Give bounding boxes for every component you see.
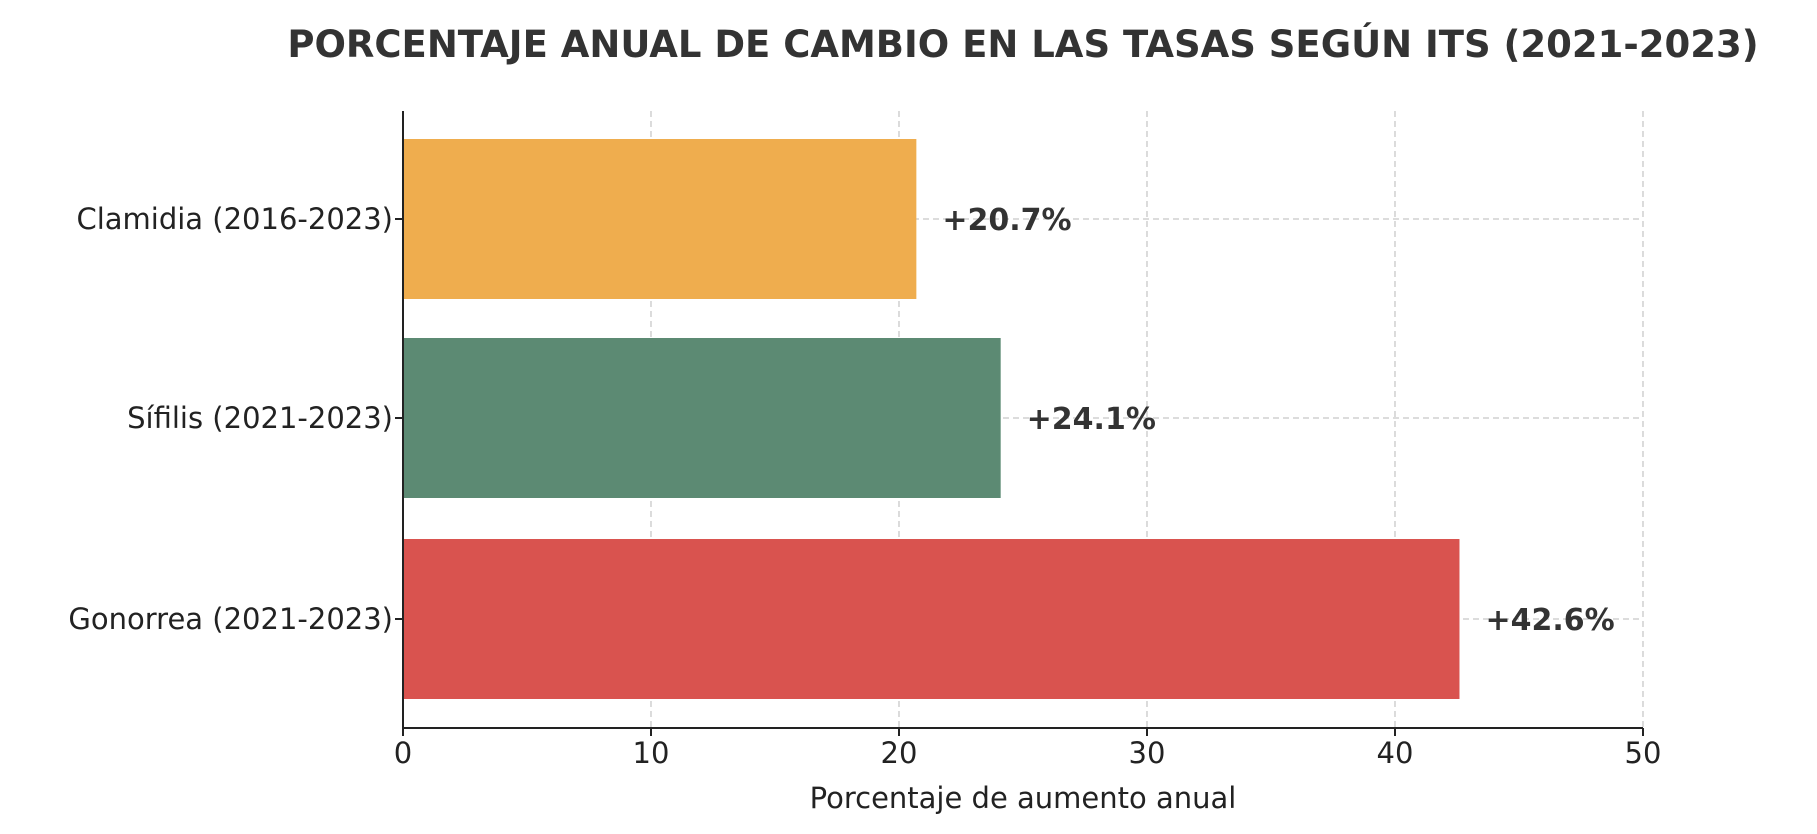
bar [403, 338, 1001, 498]
x-tick-label: 50 [1625, 736, 1662, 770]
x-tick-label: 0 [394, 736, 412, 770]
data-label: +24.1% [1027, 402, 1156, 437]
x-tick-label: 40 [1377, 736, 1414, 770]
bar [403, 539, 1460, 699]
x-axis-label: Porcentaje de aumento anual [810, 781, 1237, 815]
x-tick-label: 20 [881, 736, 918, 770]
data-label: +20.7% [942, 203, 1071, 238]
y-tick-label: Gonorrea (2021-2023) [68, 602, 393, 636]
bar [403, 139, 917, 299]
x-tick-label: 30 [1129, 736, 1166, 770]
y-tick-label: Sífilis (2021-2023) [127, 401, 393, 435]
x-tick-label: 10 [633, 736, 670, 770]
chart-title: PORCENTAJE ANUAL DE CAMBIO EN LAS TASAS … [287, 22, 1758, 66]
data-label: +42.6% [1485, 603, 1614, 638]
y-tick-label: Clamidia (2016-2023) [76, 202, 393, 236]
